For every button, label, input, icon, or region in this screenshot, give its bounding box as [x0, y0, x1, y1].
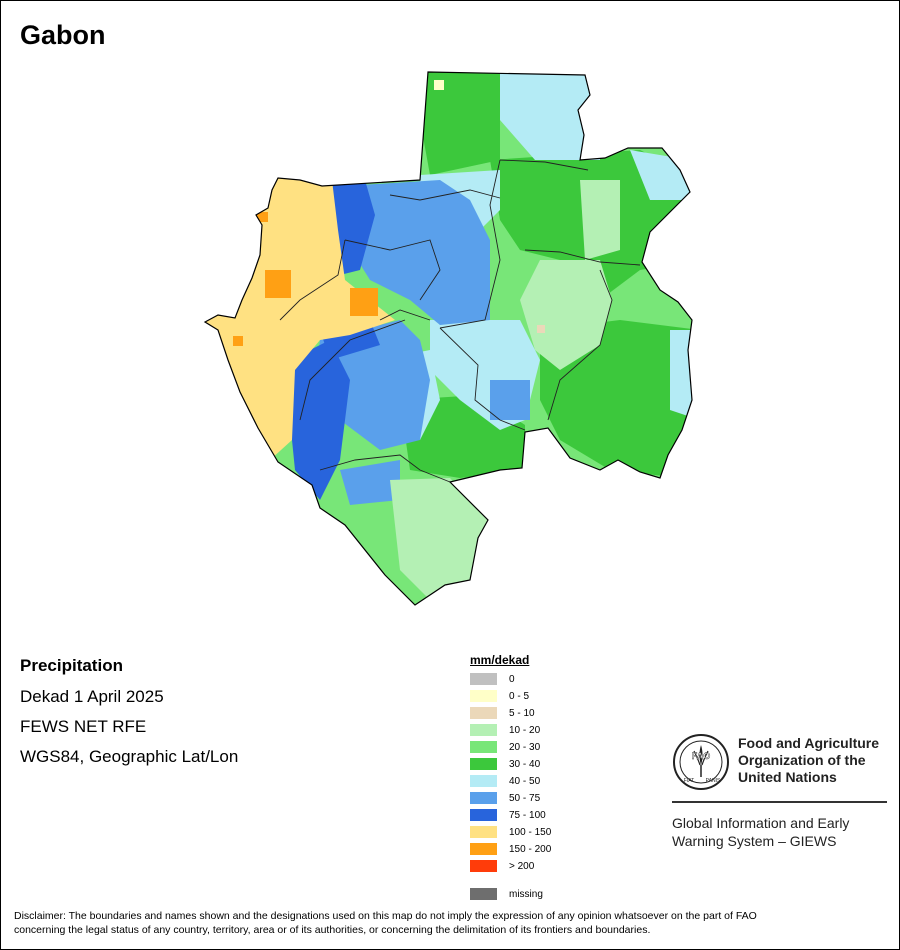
legend-label: 100 - 150 [509, 826, 552, 838]
fao-logo-motto-right: PANIS [706, 778, 721, 784]
legend-item: 5 - 10 [470, 706, 535, 720]
divider [672, 801, 887, 803]
legend-label: 50 - 75 [509, 792, 541, 804]
legend-swatch [470, 673, 497, 685]
legend-label: 150 - 200 [509, 843, 552, 855]
organization-name-line: United Nations [738, 769, 837, 785]
legend-swatch [470, 860, 497, 872]
legend-swatch [470, 741, 497, 753]
legend-swatch [470, 792, 497, 804]
map-data-source: FEWS NET RFE [20, 717, 147, 736]
legend-item: 100 - 150 [470, 825, 551, 839]
legend-item: 20 - 30 [470, 740, 540, 754]
legend-swatch [470, 758, 497, 770]
legend-label: > 200 [509, 860, 535, 872]
legend-swatch [470, 809, 497, 821]
disclaimer: Disclaimer: The boundaries and names sho… [14, 909, 886, 937]
legend-label: 0 - 5 [509, 690, 530, 702]
province-boundaries [279, 159, 641, 483]
legend-item: 150 - 200 [470, 842, 551, 856]
map-subject: Precipitation [20, 656, 123, 675]
disclaimer-line: Disclaimer: The boundaries and names sho… [14, 910, 757, 922]
legend-item: 40 - 50 [470, 774, 540, 788]
legend-label: 75 - 100 [509, 809, 546, 821]
fao-logo-text: FAO [692, 751, 711, 761]
fao-logo-motto-left: FIAT [684, 778, 694, 784]
legend-label: 0 [509, 673, 515, 685]
legend-swatch [470, 888, 497, 900]
legend-swatch [470, 826, 497, 838]
legend-item: missing [470, 887, 543, 901]
legend-label: missing [509, 888, 543, 900]
fao-logo-icon: FAO FIAT PANIS [673, 734, 729, 790]
legend-swatch [470, 707, 497, 719]
precipitation-raster [205, 72, 692, 605]
legend-title: mm/dekad [470, 653, 530, 667]
legend-item: 75 - 100 [470, 808, 546, 822]
legend-label: 30 - 40 [509, 758, 541, 770]
legend-item: > 200 [470, 859, 534, 873]
legend-label: 10 - 20 [509, 724, 541, 736]
legend-item: 0 - 5 [470, 689, 529, 703]
legend-swatch [470, 843, 497, 855]
legend-label: 40 - 50 [509, 775, 541, 787]
legend-item: 50 - 75 [470, 791, 540, 805]
system-name-line: Warning System – GIEWS [672, 833, 837, 849]
organization-name-line: Food and Agriculture [738, 735, 880, 751]
legend-item: 30 - 40 [470, 757, 540, 771]
legend-label: 20 - 30 [509, 741, 541, 753]
legend-swatch [470, 724, 497, 736]
system-name: Global Information and Early Warning Sys… [672, 814, 887, 850]
legend-swatch [470, 775, 497, 787]
map-projection: WGS84, Geographic Lat/Lon [20, 747, 239, 766]
legend-label: 5 - 10 [509, 707, 535, 719]
legend-item: 10 - 20 [470, 723, 540, 737]
legend-item: 0 [470, 672, 515, 686]
disclaimer-line: concerning the legal status of any count… [14, 924, 651, 936]
map-title: Gabon [20, 20, 106, 50]
organization-name: Food and Agriculture Organization of the… [738, 735, 893, 786]
organization-name-line: Organization of the [738, 752, 866, 768]
map-period: Dekad 1 April 2025 [20, 687, 164, 706]
system-name-line: Global Information and Early [672, 815, 850, 831]
legend-swatch [470, 690, 497, 702]
